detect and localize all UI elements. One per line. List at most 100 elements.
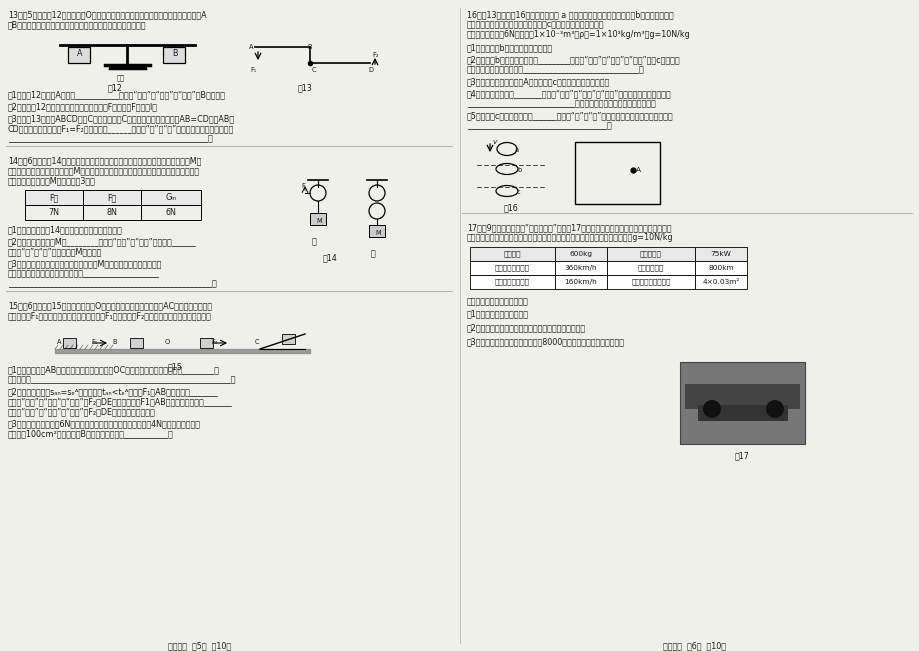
Text: CD均处于水平状态，若F₁=F₂，则此杠杆______（选填“是”、“否”）平衡，写出你的判断依据: CD均处于水平状态，若F₁=F₂，则此杠杆______（选填“是”、“否”）平衡…	[8, 124, 234, 133]
Text: 图17: 图17	[733, 451, 749, 460]
Text: （1）求物体在b处时所受浮力的大小；: （1）求物体在b处时所受浮力的大小；	[467, 43, 552, 52]
Bar	[141, 205, 200, 220]
Bar	[698, 405, 788, 421]
Bar	[163, 47, 185, 63]
Text: B: B	[172, 49, 177, 58]
Text: 物理试卷  第5页  具10页: 物理试卷 第5页 具10页	[168, 641, 232, 650]
Bar	[694, 247, 746, 261]
Bar	[130, 338, 142, 348]
Text: a: a	[515, 147, 518, 153]
Bar	[554, 247, 607, 261]
Text: （3）利用以上数据是否能算出乙提升物体M时的机械效率？如果能，请: （3）利用以上数据是否能算出乙提升物体M时的机械效率？如果能，请	[8, 259, 162, 268]
Text: （2）使用甲提升物体M时________（选填“省力”或“费力”）；使用______: （2）使用甲提升物体M时________（选填“省力”或“费力”）；使用____…	[8, 237, 197, 246]
Bar	[62, 338, 76, 348]
Bar	[83, 205, 141, 220]
Text: 算出结果；如果不能，请说明理由：___________________: 算出结果；如果不能，请说明理由：___________________	[8, 269, 160, 278]
Text: 75kW: 75kW	[709, 251, 731, 257]
Text: O: O	[165, 339, 170, 345]
Text: 15．（6分）如图15所示，水平地面O点局部粗糙程度不同。物体在AC段受水平方向大小: 15．（6分）如图15所示，水平地面O点局部粗糙程度不同。物体在AC段受水平方向…	[8, 301, 212, 310]
Text: A: A	[249, 44, 254, 50]
Text: F₁: F₁	[250, 67, 256, 73]
Text: （3）该汽车以最大飞行速度飞行了8000米，则汽车发动机做功多少？: （3）该汽车以最大飞行速度飞行了8000米，则汽车发动机做功多少？	[467, 337, 624, 346]
Text: 6N: 6N	[165, 208, 176, 217]
Text: 轮胎与地面接触面积: 轮胎与地面接触面积	[630, 279, 670, 285]
Text: （1）该汽车的重力是多少？: （1）该汽车的重力是多少？	[467, 309, 528, 318]
Bar	[25, 190, 83, 205]
Text: （1）由图12可得，A的质量___________（选填“大于”、“等于”或“小于”）B的质量；: （1）由图12可得，A的质量___________（选填“大于”、“等于”或“小…	[8, 90, 226, 99]
Text: 已知物体的重力为6N，体积为1×10⁻³m³，ρ水=1×10³kg/m³，g=10N/kg: 已知物体的重力为6N，体积为1×10⁻³m³，ρ水=1×10³kg/m³，g=1…	[467, 30, 690, 39]
Text: 17．（9分）某国研刻出“会飞的汽车”（如图17），这款车的车身和一般汽车相似，但车门: 17．（9分）某国研刻出“会飞的汽车”（如图17），这款车的车身和一般汽车相似，…	[467, 223, 671, 232]
Text: 16．（13分）如图16所示，一物体从 a 处下落握入水中，进入水中后（b处为物体恰好完: 16．（13分）如图16所示，一物体从 a 处下落握入水中，进入水中后（b处为物…	[467, 10, 673, 19]
Text: 13．（5分）如图12所示，在以O为支点质量忽略不计的杠杆上挂两个质量不等的重物A: 13．（5分）如图12所示，在以O为支点质量忽略不计的杠杆上挂两个质量不等的重物…	[8, 10, 207, 19]
Text: （选填“甲”或“乙”）提升物体M更费力；: （选填“甲”或“乙”）提升物体M更费力；	[8, 247, 102, 256]
Text: 图16: 图16	[503, 203, 517, 212]
Text: F: F	[301, 183, 304, 189]
Text: 600kg: 600kg	[569, 251, 592, 257]
Text: 的浮力，写出你的判断依据_____________________________；: 的浮力，写出你的判断依据____________________________…	[467, 65, 644, 74]
Bar	[694, 275, 746, 289]
Text: A: A	[77, 49, 83, 58]
Text: 最大飞行距离: 最大飞行距离	[637, 265, 664, 271]
Text: ___________________________，请求出此时物体所受到的浮力大小；: ___________________________，请求出此时物体所受到的浮…	[467, 99, 655, 108]
Text: （选填“大于”、“等于”或“小于”）F₂在DE段所做的功的功率；: （选填“大于”、“等于”或“小于”）F₂在DE段所做的功的功率；	[8, 407, 155, 416]
Text: （5）物体在c处时速度为零，______（选填“是”、“否”）处于平衡状态，你的判断依据是: （5）物体在c处时速度为零，______（选填“是”、“否”）处于平衡状态，你的…	[467, 111, 673, 120]
Bar	[25, 205, 83, 220]
Text: ___________________________________________________。: ________________________________________…	[8, 279, 217, 288]
Text: （2）该汽车停在水平地面上时，对地面的压强是多少？: （2）该汽车停在水平地面上时，对地面的压强是多少？	[467, 323, 585, 332]
Text: F₂: F₂	[371, 52, 378, 58]
Text: 7N: 7N	[49, 208, 60, 217]
Text: A: A	[635, 167, 641, 173]
Text: c: c	[516, 189, 520, 195]
Text: b: b	[516, 167, 521, 173]
Text: ___________________________________。: ___________________________________。	[467, 121, 611, 130]
Circle shape	[766, 400, 783, 418]
Text: （2）如果运动距离sₐₙ=sₑᴬ，运动时间tₐₙ<tₑᴬ，那么F₁在AB段所做的功_______: （2）如果运动距离sₐₙ=sₑᴬ，运动时间tₐₙ<tₑᴬ，那么F₁在AB段所做的…	[8, 387, 219, 396]
Text: （2）请在图12中画出杠杆左侧所受到的拉力F，并画出F的力臂l；: （2）请在图12中画出杠杆左侧所受到的拉力F，并画出F的力臂l；	[8, 102, 158, 111]
Text: 多了两个可折叠的翅膊。在陆地行驶时，翅膊折叠。在空中飞行时，翅膊张开。g=10N/kg: 多了两个可折叠的翅膊。在陆地行驶时，翅膊折叠。在空中飞行时，翅膊张开。g=10N…	[467, 233, 673, 242]
Bar	[83, 190, 141, 205]
Text: 汽车质量: 汽车质量	[504, 251, 521, 257]
Bar	[607, 247, 694, 261]
Text: 图12: 图12	[108, 83, 122, 92]
Text: B: B	[307, 44, 312, 50]
Bar	[607, 275, 694, 289]
Text: 360km/h: 360km/h	[564, 265, 596, 271]
Text: 乙: 乙	[370, 249, 375, 258]
Bar	[607, 261, 694, 275]
Bar	[554, 275, 607, 289]
Bar	[199, 338, 213, 348]
Text: 绳移动的距离是物体M上升高度的3倍。: 绳移动的距离是物体M上升高度的3倍。	[8, 176, 96, 185]
Bar	[68, 47, 90, 63]
Text: 8N: 8N	[107, 208, 118, 217]
Bar	[282, 334, 295, 344]
Text: 同一高度。测得两次拉力和物体M所受的重力如下表所示。当使用乙机械时，测得绳子自由: 同一高度。测得两次拉力和物体M所受的重力如下表所示。当使用乙机械时，测得绳子自由	[8, 166, 200, 175]
Text: 4×0.03m²: 4×0.03m²	[701, 279, 739, 285]
Text: （3）在方框内代表物体的A点画出其在c处所受到的力的示意图；: （3）在方框内代表物体的A点画出其在c处所受到的力的示意图；	[467, 77, 609, 86]
Text: v: v	[492, 139, 496, 145]
Circle shape	[702, 400, 720, 418]
Text: 触面积为100cm²，则物体在B处对斜面的压强为___________。: 触面积为100cm²，则物体在B处对斜面的压强为___________。	[8, 429, 174, 438]
Bar	[574, 142, 659, 204]
Text: （3）已知物体的重力为6N，当物体静止在斜面时对斜面的压力为4N，物体与斜面的接: （3）已知物体的重力为6N，当物体静止在斜面时对斜面的压力为4N，物体与斜面的接	[8, 419, 200, 428]
Text: 你的依据是__________________________________________________。: 你的依据是___________________________________…	[8, 375, 236, 384]
Text: 发动机功率: 发动机功率	[640, 251, 661, 257]
Text: C: C	[255, 339, 259, 345]
Text: M: M	[375, 230, 380, 236]
Bar	[554, 261, 607, 275]
Bar	[470, 275, 554, 289]
Text: 800km: 800km	[708, 265, 733, 271]
Text: A: A	[57, 339, 62, 345]
Bar	[369, 225, 384, 237]
Text: __________________________________________________。: ________________________________________…	[8, 134, 212, 143]
Text: Gₘ: Gₘ	[165, 193, 176, 202]
Text: 物理试卷  第6页  具10页: 物理试卷 第6页 具10页	[663, 641, 726, 650]
Bar	[685, 384, 800, 409]
Text: （1）根据图意在图14乙中正确画出滑轮组的绕法；: （1）根据图意在图14乙中正确画出滑轮组的绕法；	[8, 225, 122, 234]
Text: 不变的拉力F₁，运动到斜面后受到另一大小与F₁相同的拉力F₂（拉力方向和运动方向一致）。: 不变的拉力F₁，运动到斜面后受到另一大小与F₁相同的拉力F₂（拉力方向和运动方向…	[8, 311, 211, 320]
Text: 160km/h: 160km/h	[564, 279, 596, 285]
Bar	[310, 213, 325, 225]
Text: F乙: F乙	[108, 193, 117, 202]
Text: F₂: F₂	[210, 339, 217, 345]
Text: 图14: 图14	[323, 253, 337, 262]
Text: B: B	[112, 339, 117, 345]
